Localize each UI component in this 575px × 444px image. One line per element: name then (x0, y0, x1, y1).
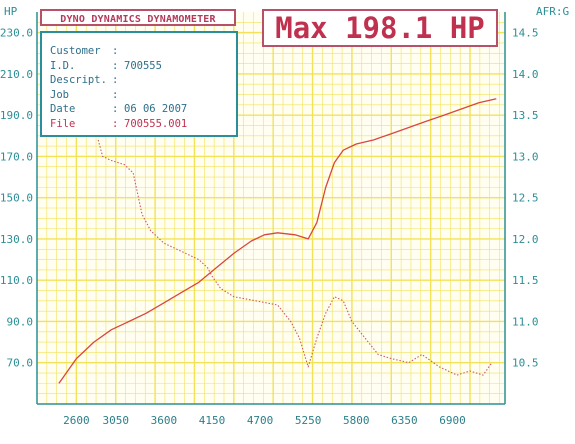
info-label: Descript. (50, 74, 107, 86)
right-tick-labels: 10.5 11.0 11.5 12.0 12.5 13.0 13.5 14.0 14.5 (512, 27, 539, 370)
x-tick-label: 5250 (295, 414, 322, 427)
info-value: 700555 (124, 59, 162, 72)
y-tick-label: 130.0 (0, 233, 33, 246)
x-tick-label: 6350 (391, 414, 418, 427)
x-tick-label: 3050 (102, 414, 129, 427)
left-tick-labels: 70.0 90.0 110.0 130.0 150.0 170.0 190.0 210.0 23… (0, 27, 33, 370)
y-tick-label: 170.0 (0, 150, 33, 163)
y2-tick-label: 13.0 (512, 150, 539, 163)
x-tick-label: 3600 (151, 414, 178, 427)
y-axis-label: HP (4, 5, 18, 18)
y2-tick-label: 13.5 (512, 109, 539, 122)
info-label: Job (50, 88, 69, 101)
y2-tick-label: 11.0 (512, 315, 539, 328)
max-hp-label: Max 198.1 HP (262, 9, 498, 47)
y-tick-label: 230.0 (0, 27, 33, 40)
y-tick-label: 190.0 (0, 109, 33, 122)
info-label: Customer (50, 45, 101, 57)
y-tick-label: 110.0 (0, 274, 33, 287)
y2-tick-label: 14.5 (512, 27, 539, 40)
y2-tick-label: 10.5 (512, 357, 539, 370)
x-tick-label: 6900 (439, 414, 466, 427)
y-tick-label: 70.0 (7, 357, 34, 370)
series-line-afr (97, 139, 493, 376)
x-tick-labels: 2600 3050 3600 4150 4700 5250 5800 6350 6900 (63, 414, 466, 427)
x-tick-label: 4150 (199, 414, 226, 427)
info-label: File (50, 117, 76, 130)
y2-tick-label: 12.0 (512, 233, 539, 246)
series-group (58, 98, 497, 384)
info-row-customer: Customer: (50, 45, 119, 57)
y2-tick-label: 12.5 (512, 192, 539, 205)
y-tick-label: 150.0 (0, 192, 33, 205)
info-panel: Customer: I.D.:700555 Descript.: Job: Da… (40, 31, 238, 137)
info-label: I.D. (50, 59, 76, 72)
info-row-id: I.D.:700555 (50, 59, 162, 72)
info-row-file: File:700555.001 (50, 117, 188, 130)
brand-title: DYNO DYNAMICS DYNAMOMETER (40, 9, 236, 26)
y2-tick-label: 14.0 (512, 68, 539, 81)
y-tick-label: 210.0 (0, 68, 33, 81)
info-value: 06 06 2007 (124, 103, 188, 115)
info-row-date: Date:06 06 2007 (50, 103, 188, 115)
y2-axis-label: AFR:G (536, 5, 569, 18)
info-value: 700555.001 (124, 117, 188, 130)
y-tick-label: 90.0 (7, 315, 34, 328)
y2-tick-label: 11.5 (512, 274, 539, 287)
x-tick-label: 4700 (247, 414, 274, 427)
x-tick-label: 2600 (63, 414, 90, 427)
info-label: Date (50, 103, 76, 115)
x-tick-label: 5800 (343, 414, 370, 427)
info-row-description: Descript.: (50, 74, 119, 86)
series-line-hp (58, 98, 497, 384)
info-row-job: Job: (50, 88, 119, 101)
